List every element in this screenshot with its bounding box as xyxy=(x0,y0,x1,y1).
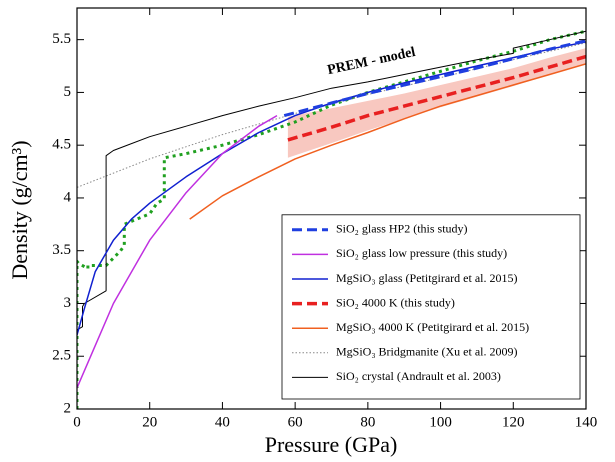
plot-area xyxy=(77,29,586,409)
series-line xyxy=(77,41,586,336)
series-line xyxy=(283,39,586,118)
legend-label: MgSiO₃ Bridgmanite (Xu et al. 2009) xyxy=(336,345,518,359)
x-axis-label: Pressure (GPa) xyxy=(265,432,398,457)
legend-label: MgSiO₃ glass (Petitgirard et al. 2015) xyxy=(336,271,518,285)
series-line xyxy=(189,63,586,220)
legend-label: SiO₂ glass low pressure (this study) xyxy=(336,246,507,260)
legend-label: MgSiO₃ 4000 K (Petitgirard et al. 2015) xyxy=(336,320,529,334)
y-tick-label: 5.5 xyxy=(52,31,71,47)
uncertainty-band xyxy=(287,48,586,158)
legend-box xyxy=(281,214,581,400)
y-tick-label: 2 xyxy=(64,400,72,416)
y-tick-label: 4 xyxy=(64,189,72,205)
series-line xyxy=(77,30,586,331)
x-tick-label: 140 xyxy=(575,414,598,430)
y-tick-label: 3 xyxy=(64,295,72,311)
legend-label: SiO₂ crystal (Andrault et al. 2003) xyxy=(336,369,501,383)
x-tick-label: 20 xyxy=(142,414,157,430)
y-tick-label: 5 xyxy=(64,84,72,100)
x-tick-label: 120 xyxy=(502,414,525,430)
legend: SiO₂ glass HP2 (this study) SiO₂ glass lo… xyxy=(281,214,581,400)
series-line xyxy=(77,29,586,409)
x-tick-label: 100 xyxy=(429,414,452,430)
series-line xyxy=(287,54,586,142)
y-tick-label: 3.5 xyxy=(52,242,71,258)
x-tick-label: 40 xyxy=(215,414,230,430)
x-tick-label: 60 xyxy=(288,414,303,430)
x-tick-label: 0 xyxy=(73,414,81,430)
series-line xyxy=(77,114,278,389)
legend-label: SiO₂ 4000 K (this study) xyxy=(336,295,455,309)
x-tick-label: 80 xyxy=(360,414,375,430)
plot-frame xyxy=(76,7,587,410)
y-tick-label: 2.5 xyxy=(52,348,71,364)
annotation: PREM - model xyxy=(326,45,417,78)
y-tick-label: 4.5 xyxy=(52,137,71,153)
legend-label: SiO₂ glass HP2 (this study) xyxy=(336,222,468,236)
y-axis-label: Density (g/cm³) xyxy=(7,140,32,279)
